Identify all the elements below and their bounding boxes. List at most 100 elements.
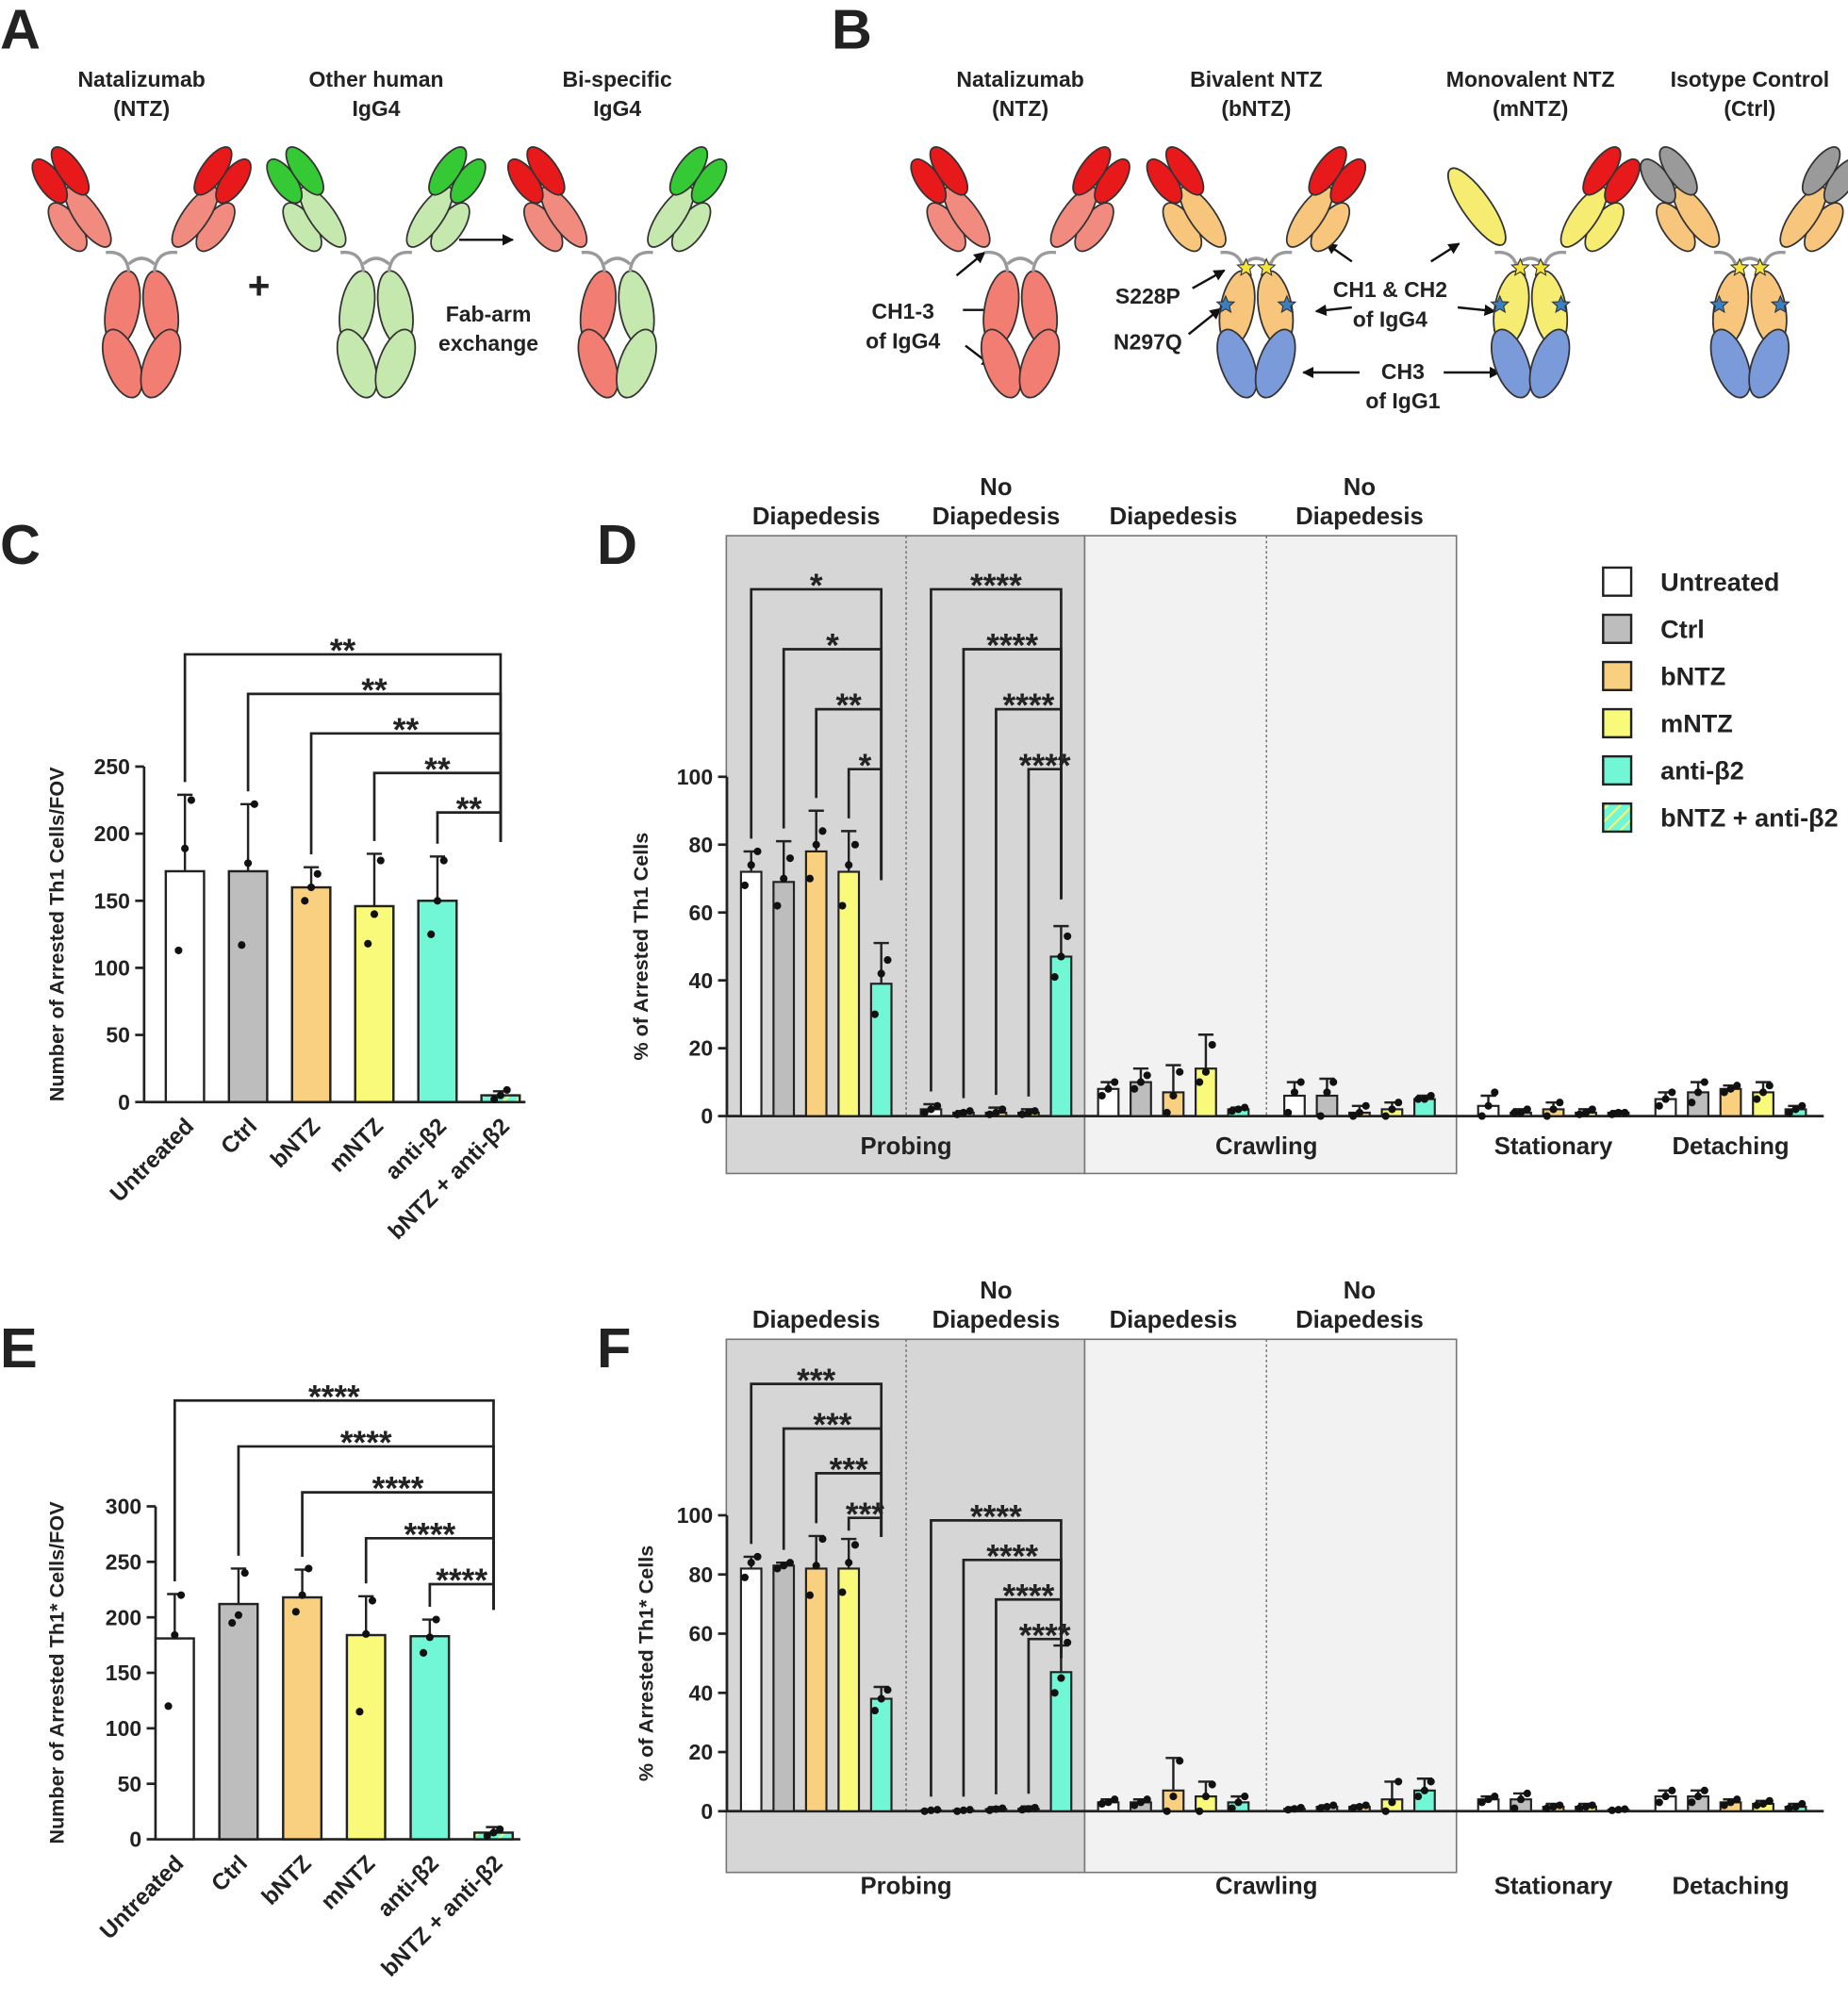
data-point (1621, 1805, 1629, 1813)
y-tick-label: 100 (94, 956, 130, 981)
data-point (1414, 1793, 1423, 1801)
data-point (1516, 1795, 1526, 1804)
significance-label: ** (424, 752, 451, 788)
data-point (785, 1559, 795, 1567)
y-tick-label: 40 (689, 1680, 714, 1705)
data-point (1349, 1804, 1358, 1812)
data-point (1688, 1099, 1696, 1107)
y-tick-label: 150 (94, 888, 130, 913)
significance-label: **** (986, 1538, 1038, 1575)
legend-label: anti-β2 (1660, 756, 1744, 785)
data-point (992, 1108, 1000, 1117)
x-tick-label: mNTZ (324, 1114, 388, 1178)
antibody-domain (539, 186, 588, 248)
data-point (1323, 1088, 1331, 1097)
data-point (1361, 1801, 1370, 1810)
data-point (425, 1633, 434, 1642)
data-point (953, 1110, 962, 1118)
hinge (1713, 250, 1739, 273)
legend-swatch (1602, 707, 1633, 739)
data-point (1477, 1798, 1486, 1807)
data-point (1316, 1804, 1325, 1812)
data-point (1668, 1088, 1676, 1097)
data-point (362, 1629, 371, 1638)
antibody-title: Other human (309, 67, 444, 91)
data-point (1208, 1780, 1216, 1789)
data-point (1753, 1095, 1761, 1103)
data-point (1024, 1108, 1032, 1117)
data-point (1420, 1095, 1428, 1103)
bar (417, 900, 458, 1103)
data-point (812, 1562, 820, 1570)
data-point (1163, 1108, 1171, 1117)
annotation: N297Q (1114, 330, 1182, 355)
data-point (1661, 1095, 1670, 1103)
data-point (953, 1807, 962, 1815)
data-point (870, 1707, 879, 1715)
antibody-domain (298, 186, 347, 248)
data-point (1581, 1803, 1591, 1811)
data-point (838, 901, 847, 910)
significance-label: ** (456, 791, 483, 828)
annotation: of IgG4 (866, 328, 940, 353)
significance-label: **** (1019, 1617, 1071, 1654)
antibody-domain (929, 146, 969, 196)
mutation-star (1551, 294, 1572, 314)
data-point (985, 1806, 994, 1814)
data-point (298, 1591, 306, 1599)
data-point (1284, 1108, 1293, 1117)
antibody-domain (1216, 328, 1258, 399)
data-point (489, 1828, 498, 1837)
data-point (780, 1562, 788, 1570)
significance-label: *** (797, 1363, 835, 1399)
data-point (370, 910, 379, 918)
antibody-domain (1528, 328, 1571, 399)
significance-label: **** (340, 1425, 392, 1462)
data-point (1785, 1804, 1793, 1812)
y-tick-label: 250 (94, 754, 130, 779)
data-point (496, 1825, 504, 1834)
data-point (965, 1806, 974, 1814)
significance-label: **** (1003, 1578, 1055, 1614)
bar (218, 1602, 259, 1841)
error-bar (1197, 1033, 1214, 1069)
annotation: of IgG1 (1365, 388, 1440, 413)
data-point (1608, 1806, 1616, 1814)
y-axis-label: Number of Arrested Th1* Cells/FOV (45, 1501, 69, 1844)
arrow (955, 251, 986, 277)
bar (290, 885, 332, 1103)
antibody-domain (50, 146, 91, 196)
data-point (1355, 1803, 1363, 1811)
x-tick-label: mNTZ (316, 1851, 380, 1915)
data-point (1556, 1099, 1564, 1107)
data-point (1588, 1801, 1596, 1810)
data-point (1136, 1798, 1146, 1807)
antibody-domain (1072, 146, 1112, 196)
data-point (1753, 1801, 1761, 1810)
mutation-star (1750, 257, 1771, 276)
panel-label: B (832, 0, 872, 60)
y-axis-label: Number of Arrested Th1 Cells/FOV (45, 767, 69, 1101)
data-point (998, 1105, 1007, 1114)
data-point (1394, 1099, 1403, 1107)
arrow (1325, 242, 1353, 263)
antibody-title: Bi-specific (563, 67, 672, 91)
data-point (376, 856, 385, 865)
data-point (1758, 1799, 1768, 1809)
data-point (1169, 1793, 1178, 1801)
error-bar (177, 793, 193, 871)
category-label: No Diapedesis (1295, 474, 1424, 530)
data-point (1549, 1105, 1558, 1114)
bar (739, 870, 763, 1117)
antibody-domain (1672, 186, 1721, 248)
annotation: CH1-3 (871, 299, 933, 323)
bar (804, 850, 828, 1117)
y-tick-label: 250 (106, 1549, 141, 1574)
data-point (1791, 1105, 1800, 1114)
antibody-domain (1779, 186, 1827, 248)
data-point (1296, 1078, 1305, 1086)
data-point (301, 897, 309, 905)
x-tick-label: Ctrl (206, 1851, 253, 1897)
data-point (1196, 1807, 1204, 1815)
category-label: Diapedesis (752, 1307, 881, 1333)
